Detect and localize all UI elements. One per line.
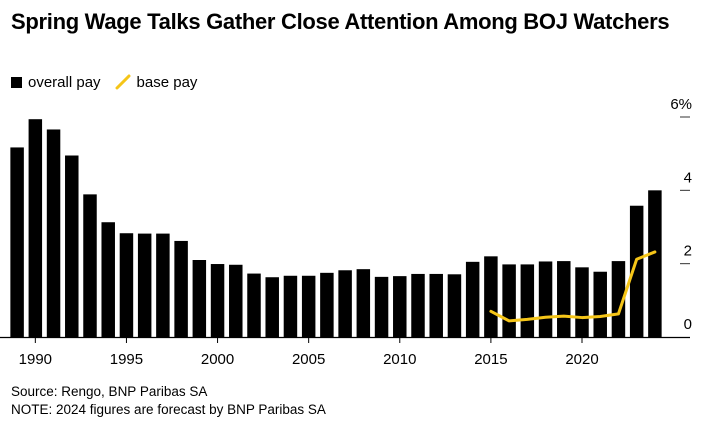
bar-1999 [192, 260, 207, 337]
bar-2017 [520, 264, 535, 337]
y-tick-label: 2 [684, 243, 692, 260]
bar-2009 [374, 276, 389, 337]
legend-label-overall-pay: overall pay [28, 73, 101, 91]
bar-2006 [320, 272, 334, 337]
bar-2005 [301, 275, 316, 337]
x-tick-label: 2015 [474, 351, 507, 368]
bar-1996 [137, 233, 152, 337]
overall-pay-swatch-icon [11, 76, 22, 88]
bar-2016 [502, 264, 516, 337]
note-text: NOTE: 2024 figures are forecast by BNP P… [11, 402, 326, 417]
bar-2020 [575, 267, 589, 337]
bar-2023 [629, 205, 644, 337]
bar-2013 [447, 274, 462, 337]
bar-2011 [411, 273, 425, 337]
source-text: Source: Rengo, BNP Paribas SA [11, 384, 208, 399]
bar-2007 [338, 270, 352, 337]
bar-1995 [119, 233, 134, 337]
bar-1989 [10, 147, 24, 337]
bar-2008 [356, 269, 371, 337]
legend-item-overall-pay: overall pay [11, 74, 101, 91]
footer: Source: Rengo, BNP Paribas SA NOTE: 2024… [11, 383, 326, 419]
bar-2010 [393, 276, 407, 337]
bar-2014 [465, 261, 480, 337]
legend-item-base-pay: base pay [115, 73, 198, 91]
x-tick-label: 1995 [110, 351, 143, 368]
bar-2018 [538, 261, 553, 337]
y-tick-label: 0 [684, 316, 692, 333]
chart-title: Spring Wage Talks Gather Close Attention… [11, 9, 670, 34]
bar-2022 [611, 261, 626, 337]
bar-1991 [46, 129, 61, 337]
legend-label-base-pay: base pay [136, 73, 198, 91]
bar-1998 [174, 240, 188, 337]
x-tick-label: 2020 [565, 351, 598, 368]
bar-2001 [229, 264, 243, 337]
base-pay-line [489, 250, 657, 323]
y-tick-label: 6% [670, 96, 692, 113]
bar-2024 [648, 190, 662, 337]
bar-2003 [265, 277, 279, 337]
bar-2012 [429, 273, 443, 337]
bar-1997 [156, 233, 170, 337]
bar-1990 [28, 119, 43, 337]
bar-2000 [210, 264, 225, 337]
bar-2019 [557, 261, 571, 337]
bar-1993 [83, 194, 97, 337]
bar-1994 [101, 222, 115, 337]
x-tick-label: 2005 [292, 351, 325, 368]
base-pay-line-swatch-icon [115, 74, 131, 90]
bar-2021 [593, 271, 607, 337]
legend: overall pay base pay [11, 72, 211, 92]
bar-2015 [484, 256, 498, 337]
x-tick-label: 2010 [383, 351, 416, 368]
bar-2004 [283, 275, 298, 337]
y-tick-label: 4 [684, 169, 692, 186]
bar-2002 [247, 273, 261, 337]
x-tick-label: 2000 [201, 351, 234, 368]
x-tick-label: 1990 [19, 351, 52, 368]
bar-1992 [65, 155, 79, 337]
